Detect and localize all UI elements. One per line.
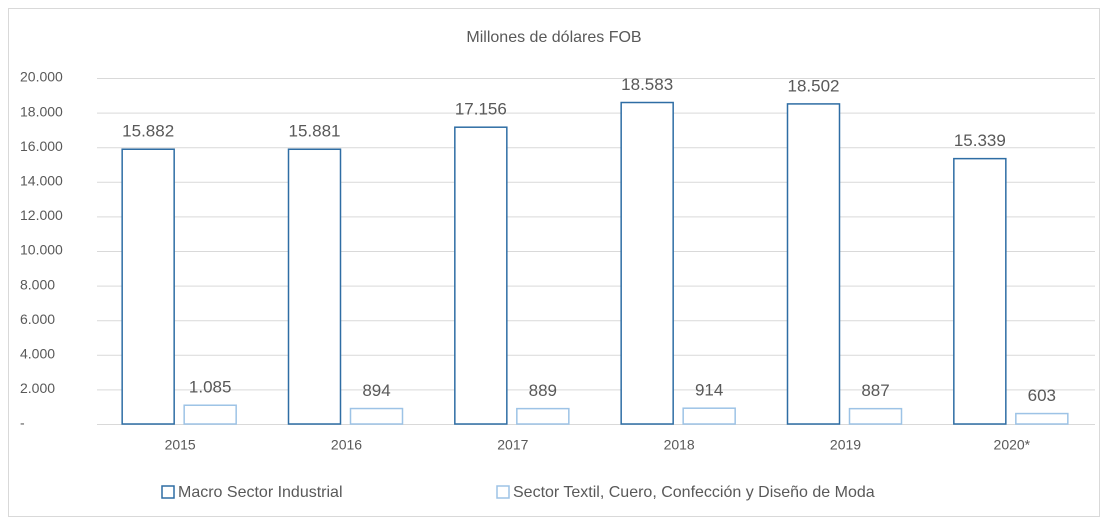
x-tick-label: 2017 xyxy=(497,437,528,453)
value-label: 914 xyxy=(695,381,723,400)
bar xyxy=(183,404,237,425)
value-label: 603 xyxy=(1028,386,1056,405)
value-label: 15.339 xyxy=(954,131,1006,150)
y-tick-label: 4.000 xyxy=(20,346,55,362)
bar xyxy=(349,407,404,425)
legend-label: Macro Sector Industrial xyxy=(178,484,343,501)
y-tick-label: 18.000 xyxy=(20,103,63,119)
value-label: 889 xyxy=(529,381,557,400)
legend-swatch xyxy=(496,485,510,499)
chart-border xyxy=(8,8,1100,517)
bar xyxy=(953,157,1007,425)
y-tick-label: - xyxy=(20,415,25,431)
legend-label: Sector Textil, Cuero, Confección y Diseñ… xyxy=(513,484,875,501)
bar xyxy=(848,407,903,425)
x-tick-label: 2019 xyxy=(830,437,861,453)
value-label: 17.156 xyxy=(455,100,507,119)
y-tick-label: 16.000 xyxy=(20,138,63,154)
x-tick-label: 2016 xyxy=(331,437,362,453)
bar xyxy=(287,148,342,425)
legend-swatch xyxy=(161,485,175,499)
value-label: 887 xyxy=(861,381,889,400)
x-tick-label: 2020* xyxy=(994,437,1031,453)
bar xyxy=(620,101,674,425)
value-label: 894 xyxy=(362,381,390,400)
bar xyxy=(786,103,841,425)
value-label: 18.502 xyxy=(788,76,840,95)
y-tick-label: 12.000 xyxy=(20,207,63,223)
value-label: 15.881 xyxy=(289,122,341,141)
bar xyxy=(1015,412,1069,425)
y-tick-label: 10.000 xyxy=(20,242,63,258)
chart-title: Millones de dólares FOB xyxy=(466,29,641,46)
y-tick-label: 6.000 xyxy=(20,311,55,327)
bar xyxy=(454,126,508,425)
bar xyxy=(682,407,736,425)
x-tick-label: 2015 xyxy=(165,437,196,453)
y-tick-label: 20.000 xyxy=(20,69,63,85)
x-tick-label: 2018 xyxy=(664,437,695,453)
y-tick-label: 2.000 xyxy=(20,380,55,396)
value-label: 18.583 xyxy=(621,75,673,94)
y-tick-label: 14.000 xyxy=(20,173,63,189)
value-label: 15.882 xyxy=(122,122,174,141)
bar xyxy=(121,148,175,425)
value-label: 1.085 xyxy=(189,378,232,397)
bar xyxy=(516,407,570,425)
y-tick-label: 8.000 xyxy=(20,276,55,292)
